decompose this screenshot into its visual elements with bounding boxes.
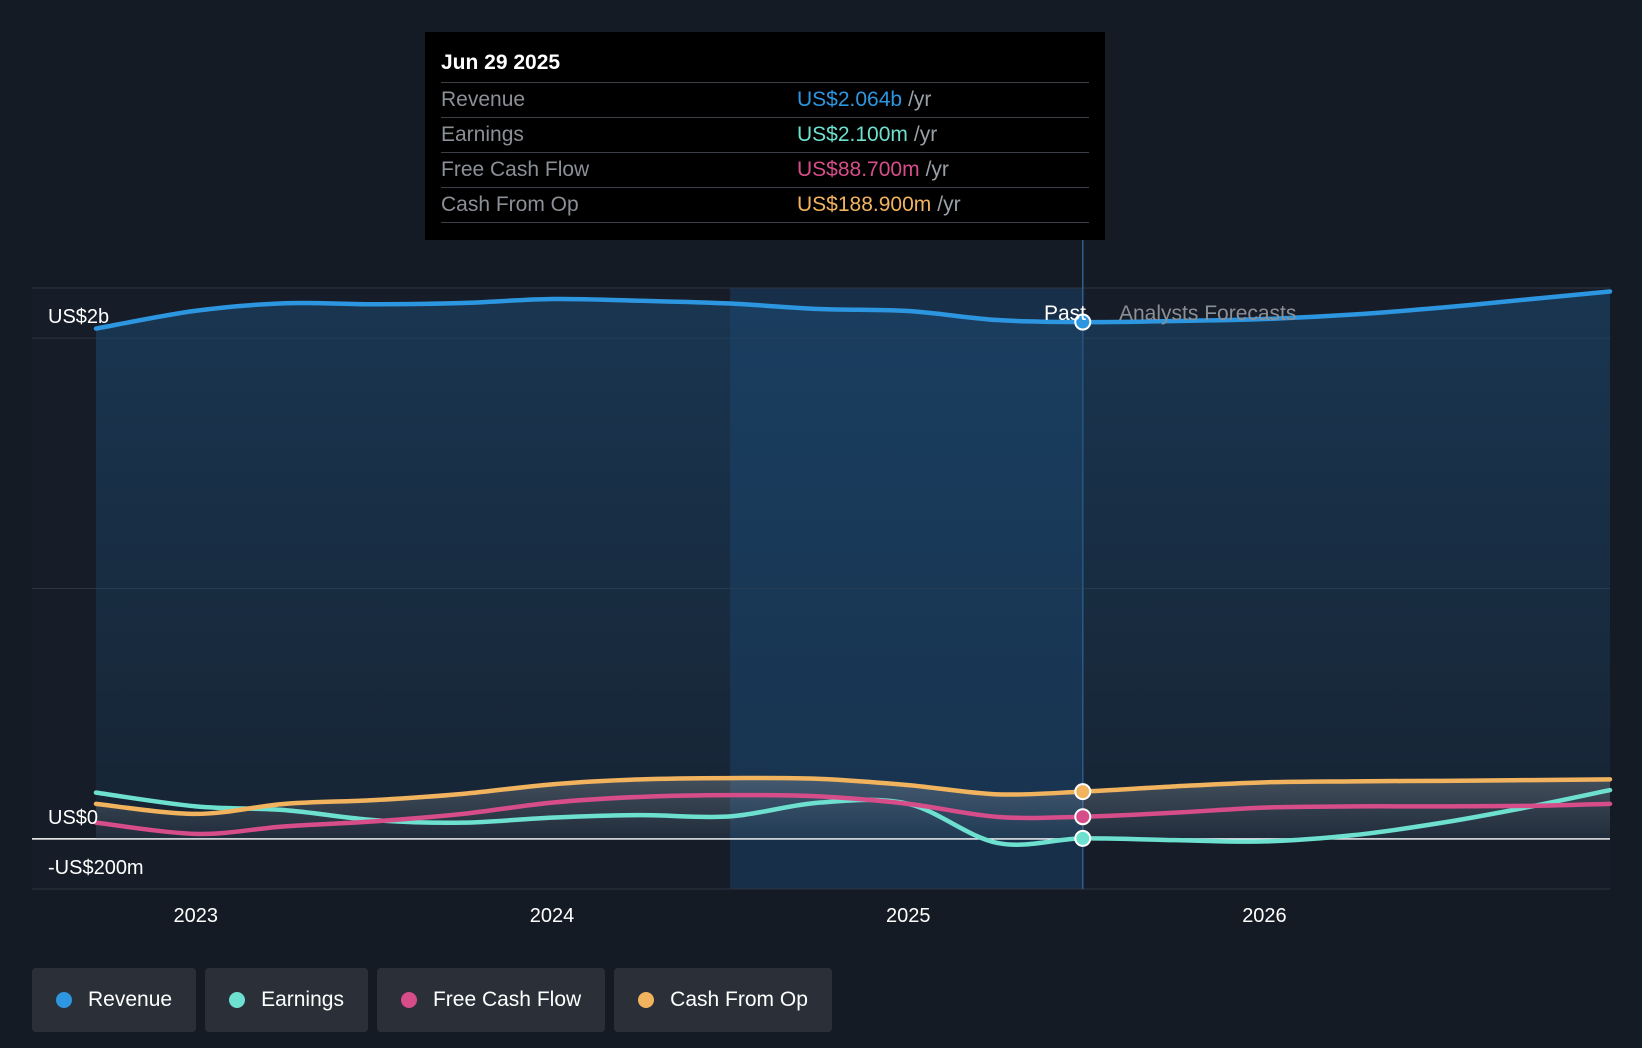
legend-item-revenue[interactable]: Revenue [32, 968, 197, 1032]
tooltip-value: US$2.100m [797, 123, 908, 146]
legend-dot-icon [400, 992, 417, 1008]
tooltip-label: Revenue [441, 88, 526, 111]
legend-dot-icon [56, 992, 72, 1008]
tooltip-row-earnings: Earnings US$2.100m /yr [441, 117, 1089, 152]
revenue-line [93, 289, 1613, 331]
cash-from-op-line [93, 775, 1613, 817]
y-tick-label: US$2b [48, 306, 109, 328]
x-tick-label: 2025 [886, 905, 931, 927]
legend-label: Free Cash Flow [432, 988, 582, 1011]
tooltip-label: Free Cash Flow [441, 158, 590, 181]
revenue-area [96, 291, 1610, 839]
tooltip: Jun 29 2025 Revenue US$2.064b /yr Earnin… [425, 32, 1105, 240]
legend-item-cash-from-op[interactable]: Cash From Op [614, 968, 832, 1032]
x-tick-label: 2026 [1242, 905, 1287, 927]
tooltip-unit: /yr [913, 123, 938, 146]
y-tick-label: -US$200m [48, 857, 144, 879]
revenue-marker [1074, 313, 1092, 331]
free-cash-flow-line [93, 792, 1613, 837]
legend: Revenue Earnings Free Cash Flow Cash Fro… [32, 968, 832, 1032]
tooltip-row-cash-from-op: Cash From Op US$188.900m /yr [441, 187, 1089, 223]
tooltip-label: Cash From Op [441, 193, 579, 216]
legend-item-earnings[interactable]: Earnings [205, 968, 368, 1032]
tooltip-row-revenue: Revenue US$2.064b /yr [441, 82, 1089, 117]
cash-from-op-marker [1074, 783, 1092, 801]
legend-label: Cash From Op [670, 988, 808, 1011]
hover-markers [1074, 313, 1092, 847]
tooltip-value: US$188.900m [797, 193, 932, 216]
axis-labels: US$2b US$0 -US$200m 2023 2024 2025 2026 [48, 306, 1287, 927]
x-tick-label: 2023 [173, 905, 218, 927]
area-fills [96, 291, 1610, 839]
tooltip-row-free-cash-flow: Free Cash Flow US$88.700m /yr [441, 152, 1089, 187]
series-lines [93, 289, 1613, 847]
legend-dot-icon [638, 992, 655, 1008]
legend-label: Revenue [88, 988, 173, 1011]
tooltip-label: Earnings [441, 123, 524, 146]
y-tick-label: US$0 [48, 807, 98, 829]
tooltip-value: US$2.064b [797, 88, 903, 111]
forecast-label: Analysts Forecasts [1119, 302, 1296, 325]
tooltip-unit: /yr [925, 158, 949, 181]
past-label: Past [1044, 302, 1086, 325]
tooltip-unit: /yr [937, 193, 961, 216]
legend-dot-icon [229, 992, 246, 1008]
tooltip-value: US$88.700m [797, 158, 920, 181]
legend-label: Earnings [261, 988, 344, 1011]
tooltip-date: Jun 29 2025 [441, 51, 561, 74]
legend-item-free-cash-flow[interactable]: Free Cash Flow [376, 968, 606, 1032]
x-tick-label: 2024 [530, 905, 575, 927]
earnings-marker [1074, 829, 1092, 847]
free-cash-flow-marker [1074, 808, 1092, 826]
tooltip-unit: /yr [908, 88, 932, 111]
